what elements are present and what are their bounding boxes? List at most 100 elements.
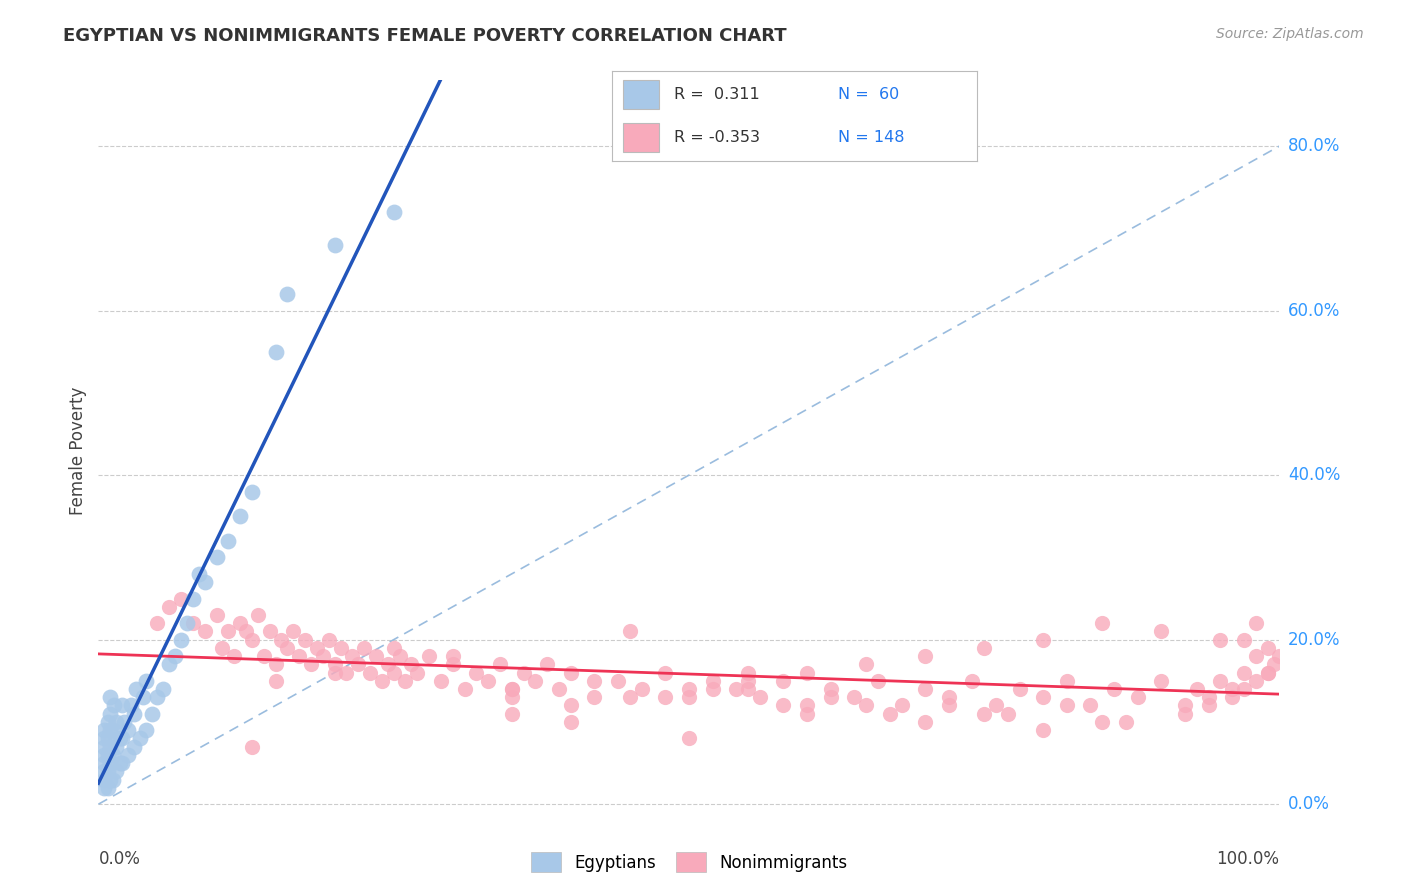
FancyBboxPatch shape bbox=[623, 80, 659, 109]
Point bbox=[560, 698, 582, 713]
Point bbox=[205, 550, 228, 565]
Point bbox=[501, 681, 523, 696]
Point bbox=[105, 764, 128, 779]
Point bbox=[111, 731, 134, 746]
Point bbox=[128, 731, 150, 746]
Point bbox=[270, 632, 292, 647]
Point bbox=[132, 690, 155, 705]
Point bbox=[93, 772, 115, 787]
Point bbox=[93, 756, 115, 770]
Point bbox=[1257, 665, 1279, 680]
Point bbox=[264, 673, 287, 688]
Point bbox=[101, 772, 124, 787]
Point bbox=[914, 649, 936, 664]
Point bbox=[973, 640, 995, 655]
Point bbox=[111, 698, 134, 713]
Point bbox=[501, 706, 523, 721]
Point bbox=[105, 714, 128, 729]
Point bbox=[240, 484, 263, 499]
Point bbox=[401, 657, 423, 672]
Text: 100.0%: 100.0% bbox=[1216, 850, 1279, 868]
Point bbox=[377, 657, 399, 672]
Point bbox=[678, 731, 700, 746]
Point bbox=[1032, 723, 1054, 738]
Point bbox=[560, 714, 582, 729]
Point bbox=[654, 665, 676, 680]
Point bbox=[259, 624, 281, 639]
Point bbox=[294, 632, 316, 647]
Point bbox=[1032, 690, 1054, 705]
Point bbox=[489, 657, 512, 672]
Point bbox=[108, 731, 131, 746]
Point bbox=[548, 681, 571, 696]
Point bbox=[121, 698, 143, 713]
Point bbox=[157, 657, 180, 672]
Point bbox=[122, 706, 145, 721]
Point bbox=[125, 681, 148, 696]
Point bbox=[101, 723, 124, 738]
Point bbox=[1257, 640, 1279, 655]
Y-axis label: Female Poverty: Female Poverty bbox=[69, 386, 87, 515]
Point bbox=[1209, 632, 1232, 647]
Point bbox=[1174, 698, 1197, 713]
Point bbox=[211, 640, 233, 655]
Point bbox=[938, 698, 960, 713]
Point bbox=[382, 205, 405, 219]
Point bbox=[820, 690, 842, 705]
Text: 20.0%: 20.0% bbox=[1288, 631, 1340, 648]
Point bbox=[97, 780, 120, 795]
Point bbox=[194, 624, 217, 639]
Point bbox=[176, 616, 198, 631]
Point bbox=[890, 698, 912, 713]
Point bbox=[536, 657, 558, 672]
Point bbox=[382, 640, 405, 655]
Point bbox=[702, 681, 724, 696]
Point bbox=[217, 533, 239, 548]
Point bbox=[342, 649, 364, 664]
Point bbox=[93, 723, 115, 738]
Point bbox=[98, 772, 121, 787]
Text: R = -0.353: R = -0.353 bbox=[673, 130, 759, 145]
Point bbox=[524, 673, 547, 688]
Text: N =  60: N = 60 bbox=[838, 87, 900, 102]
Point bbox=[347, 657, 370, 672]
Point bbox=[1032, 632, 1054, 647]
Point bbox=[323, 665, 346, 680]
Text: 80.0%: 80.0% bbox=[1288, 137, 1340, 155]
Point bbox=[430, 673, 453, 688]
Point bbox=[364, 649, 387, 664]
FancyBboxPatch shape bbox=[623, 123, 659, 152]
Point bbox=[418, 649, 440, 664]
Point bbox=[737, 681, 759, 696]
Point bbox=[866, 673, 889, 688]
Point bbox=[1244, 616, 1267, 631]
Point bbox=[501, 681, 523, 696]
Point bbox=[318, 632, 340, 647]
Point bbox=[264, 344, 287, 359]
Point bbox=[235, 624, 257, 639]
Point bbox=[288, 649, 311, 664]
Point bbox=[97, 731, 120, 746]
Point bbox=[1091, 714, 1114, 729]
Point bbox=[359, 665, 381, 680]
Point bbox=[146, 616, 169, 631]
Point bbox=[93, 747, 115, 762]
Point bbox=[111, 756, 134, 770]
Point bbox=[1185, 681, 1208, 696]
Point bbox=[1080, 698, 1102, 713]
Point bbox=[299, 657, 322, 672]
Legend: Egyptians, Nonimmigrants: Egyptians, Nonimmigrants bbox=[524, 846, 853, 879]
Point bbox=[229, 509, 252, 524]
Point bbox=[305, 640, 328, 655]
Point bbox=[105, 739, 128, 754]
Point bbox=[181, 616, 204, 631]
Point bbox=[1056, 673, 1078, 688]
Point bbox=[1263, 657, 1285, 672]
Point bbox=[122, 739, 145, 754]
Text: N = 148: N = 148 bbox=[838, 130, 904, 145]
Point bbox=[984, 698, 1007, 713]
Text: 60.0%: 60.0% bbox=[1288, 301, 1340, 319]
Point bbox=[583, 673, 606, 688]
Point bbox=[914, 714, 936, 729]
Text: Source: ZipAtlas.com: Source: ZipAtlas.com bbox=[1216, 27, 1364, 41]
